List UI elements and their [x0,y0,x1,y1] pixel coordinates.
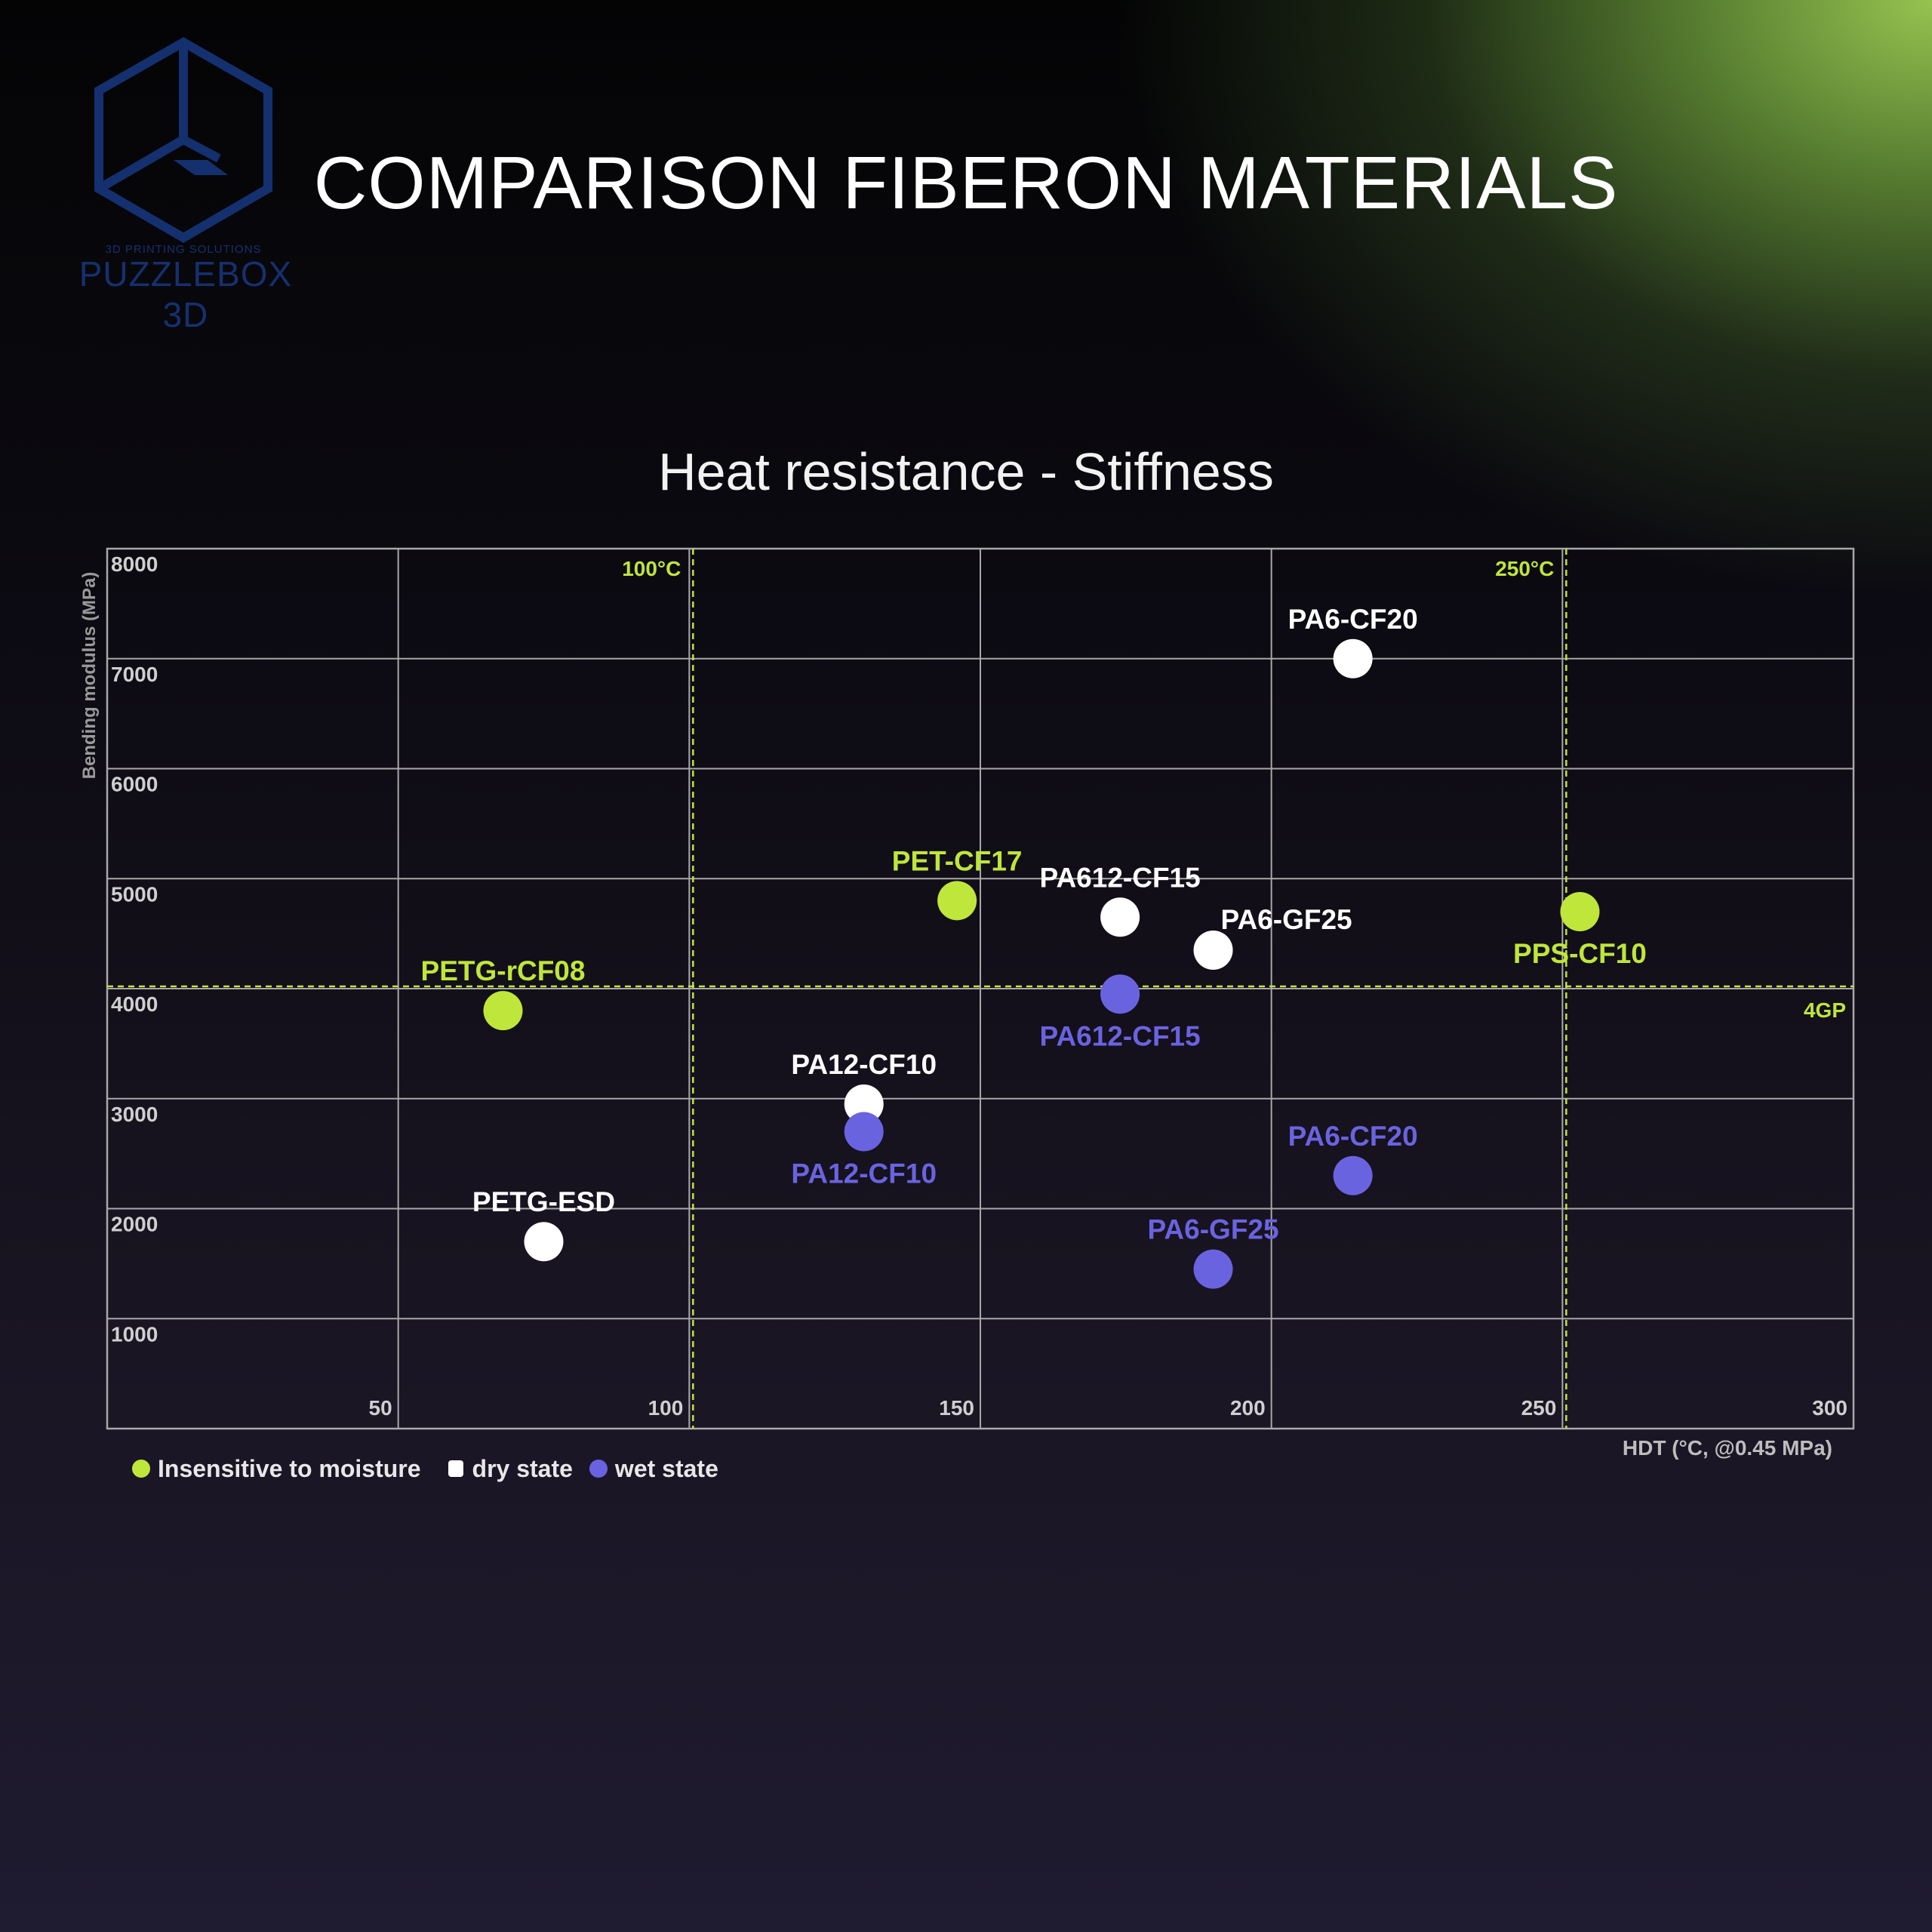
legend-marker-wet [589,1460,608,1478]
point-label-wet: PA6-GF25 [1147,1214,1278,1245]
x-tick-label: 200 [1230,1396,1266,1420]
point-wet [1100,974,1140,1014]
x-tick-label: 300 [1812,1396,1847,1420]
x-tick-label: 50 [369,1396,392,1420]
y-tick-label: 1000 [111,1322,158,1346]
reference-label-x: 250°C [1495,557,1554,580]
x-tick-label: 150 [939,1396,974,1420]
point-dry [1333,638,1373,678]
point-insensitive [1560,891,1600,931]
point-label-wet: PA6-CF20 [1288,1121,1418,1152]
chart-legend: Insensitive to moisture dry state wet st… [132,1454,746,1484]
point-wet [844,1112,884,1152]
point-label-wet: PA612-CF15 [1040,1020,1201,1051]
legend-item-dry: dry state [448,1455,573,1483]
page-title: COMPARISON FIBERON MATERIALS [313,141,1619,224]
legend-marker-insensitive [132,1460,150,1478]
point-label-dry: PA612-CF15 [1040,862,1201,893]
logo-tagline: 3D PRINTING SOLUTIONS [105,243,262,256]
point-label-insensitive: PPS-CF10 [1513,938,1647,969]
point-label-insensitive: PETG-rCF08 [421,955,586,986]
point-label-dry: PA6-GF25 [1221,904,1352,935]
y-tick-label: 3000 [111,1103,158,1126]
y-tick-label: 8000 [111,552,158,576]
x-tick-label: 250 [1521,1396,1557,1420]
legend-item-insensitive: Insensitive to moisture [132,1455,421,1483]
y-axis-label: Bending modulus (MPa) [79,572,100,780]
point-label-dry: PA12-CF10 [791,1049,937,1080]
point-wet [1333,1155,1373,1195]
legend-label-wet: wet state [614,1454,718,1482]
legend-item-wet: wet state [589,1455,718,1483]
y-tick-label: 4000 [111,992,158,1016]
point-dry [844,1084,884,1124]
cube-logo-icon [94,37,272,243]
y-tick-label: 2000 [111,1213,158,1236]
chart-title: Heat resistance - Stiffness [658,442,1274,501]
y-tick-label: 7000 [111,663,158,686]
legend-label-insensitive: Insensitive to moisture [158,1454,421,1482]
x-axis-label: HDT (°C, @0.45 MPa) [1623,1436,1832,1460]
reference-label-x: 100°C [622,557,681,580]
point-dry [524,1222,564,1262]
point-label-insensitive: PET-CF17 [892,845,1023,876]
logo-name: PUZZLEBOX 3D [78,254,293,334]
point-dry [1193,930,1233,970]
point-dry [1100,897,1140,937]
x-tick-label: 100 [648,1396,684,1420]
point-wet [1193,1249,1233,1289]
point-insensitive [937,881,977,921]
legend-label-dry: dry state [472,1454,573,1482]
y-tick-label: 6000 [111,773,158,796]
legend-marker-dry [448,1460,463,1477]
point-label-wet: PA12-CF10 [791,1158,937,1189]
point-label-dry: PETG-ESD [472,1186,615,1217]
reference-label-y: 4GP [1804,998,1846,1022]
point-label-dry: PA6-CF20 [1288,604,1418,635]
point-insensitive [483,991,523,1031]
y-tick-label: 5000 [111,882,158,906]
